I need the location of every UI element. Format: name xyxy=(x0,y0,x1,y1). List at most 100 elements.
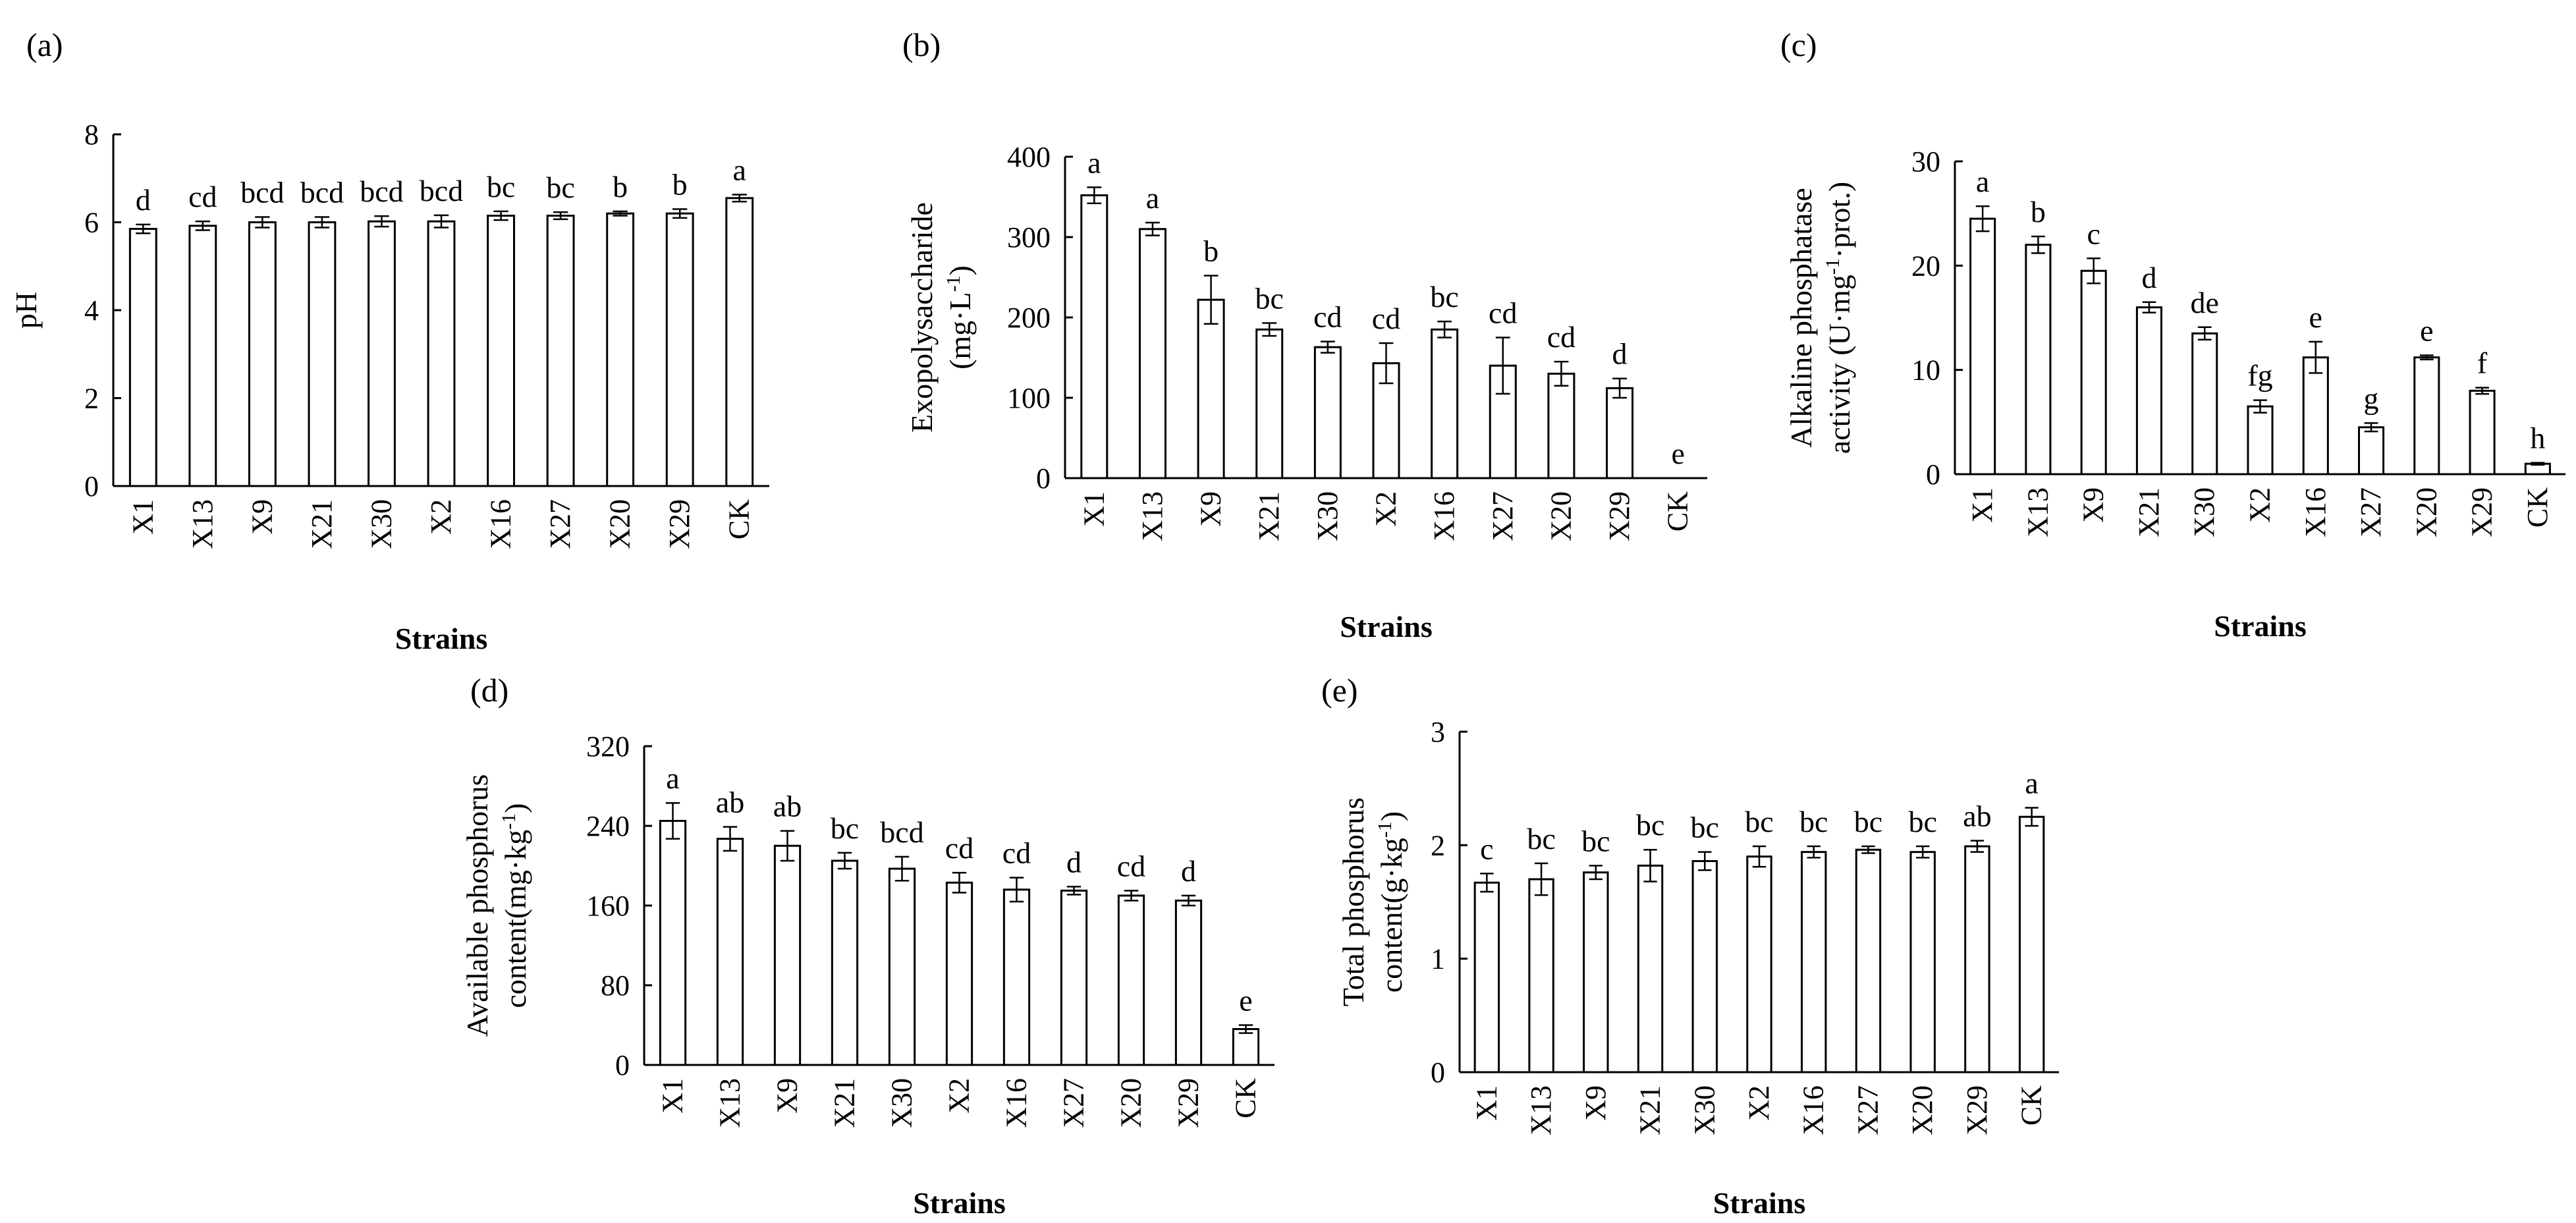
significance-letter: cd xyxy=(1372,302,1400,335)
y-axis-title-line2: content(mg·kg-1) xyxy=(498,803,532,1008)
x-tick-label: X27 xyxy=(1851,1085,1884,1135)
error-bar xyxy=(1145,221,1160,236)
bar-X16 xyxy=(2302,356,2329,476)
bar-X20 xyxy=(2413,356,2440,476)
error-bar xyxy=(1087,186,1102,205)
bar-X16 xyxy=(1801,851,1827,1074)
x-tick-label: X13 xyxy=(1525,1085,1557,1135)
error-bar xyxy=(195,220,210,231)
error-bar xyxy=(1970,840,1985,853)
x-axis-title: Strains xyxy=(1713,1186,1806,1220)
error-bar xyxy=(1698,851,1712,871)
x-tick-label: X16 xyxy=(485,499,517,549)
significance-letter: bc xyxy=(487,170,515,204)
y-tick-label: 20 xyxy=(1911,250,1940,282)
y-axis-title-line2: content(g·kg-1) xyxy=(1374,811,1408,992)
bar-X21 xyxy=(1255,328,1284,479)
significance-letter: a xyxy=(1976,165,1989,198)
x-tick-label: X1 xyxy=(1966,487,1998,523)
error-bar xyxy=(1752,845,1767,868)
error-bar xyxy=(1480,873,1494,893)
x-tick-label: CK xyxy=(1662,491,1694,531)
error-bar xyxy=(2025,807,2039,827)
significance-letter: cd xyxy=(1002,836,1031,870)
error-bar xyxy=(374,215,389,228)
significance-letter: b xyxy=(613,170,628,204)
significance-letter: d xyxy=(1612,337,1628,371)
error-bar xyxy=(780,830,795,862)
y-tick-label: 30 xyxy=(1911,146,1940,178)
y-axis-title-line1: Total phosphorus xyxy=(1336,798,1370,1007)
significance-letter: cd xyxy=(1489,296,1517,330)
significance-letter: bc xyxy=(1255,282,1284,315)
bar-CK xyxy=(1232,1028,1260,1066)
error-bar xyxy=(613,210,628,217)
bar-X29 xyxy=(1174,899,1203,1066)
significance-letter: bc xyxy=(1799,805,1828,838)
x-tick-label: X9 xyxy=(246,499,278,535)
bar-CK xyxy=(2018,815,2045,1074)
bar-X20 xyxy=(1909,851,1936,1074)
error-bar xyxy=(2197,326,2212,340)
chart-panel-c: (c) 0 10 20 30 a X1 b X13 c X9 d X21 de X30 fg X2 e X16 g X2… xyxy=(1780,26,2565,643)
x-axis-title: Strains xyxy=(2214,609,2307,643)
error-bar xyxy=(2142,301,2156,313)
bar-X1 xyxy=(1969,217,1996,476)
y-tick-label: 6 xyxy=(84,207,99,239)
significance-letter: cd xyxy=(1547,320,1576,354)
x-tick-label: X1 xyxy=(1078,491,1110,527)
x-tick-label: X27 xyxy=(2355,487,2387,537)
significance-letter: bc xyxy=(1745,805,1773,838)
x-tick-label: X21 xyxy=(1634,1085,1666,1135)
y-tick-label: 200 xyxy=(1007,302,1051,334)
error-bar xyxy=(493,210,508,221)
x-tick-label: X16 xyxy=(2299,487,2332,537)
error-bar xyxy=(1554,360,1569,387)
bar-X9 xyxy=(773,844,802,1066)
error-bar xyxy=(2475,387,2489,395)
error-bar xyxy=(1643,848,1657,883)
error-bar xyxy=(1612,377,1627,399)
x-tick-label: X13 xyxy=(2021,487,2054,537)
y-tick-label: 10 xyxy=(1911,354,1940,387)
x-tick-label: CK xyxy=(1230,1078,1262,1118)
x-tick-label: X20 xyxy=(1545,491,1577,541)
error-bar xyxy=(1534,862,1548,896)
error-bar xyxy=(433,214,449,229)
x-tick-label: X9 xyxy=(771,1078,804,1114)
significance-letter: e xyxy=(1239,984,1252,1018)
x-tick-label: CK xyxy=(2015,1085,2048,1126)
panel-label: (e) xyxy=(1321,672,1358,709)
bar-X29 xyxy=(665,212,694,487)
significance-letter: g xyxy=(2364,381,2379,415)
bar-X2 xyxy=(427,220,456,487)
bar-X13 xyxy=(716,838,744,1066)
x-tick-label: X27 xyxy=(544,499,576,549)
significance-letter: ab xyxy=(773,790,802,823)
error-bar xyxy=(1495,337,1510,395)
y-axis-title-line1: Alkaline phosphatase xyxy=(1784,188,1818,448)
significance-letter: d xyxy=(136,183,151,217)
x-tick-label: X2 xyxy=(943,1078,975,1114)
bar-X2 xyxy=(1746,856,1772,1074)
significance-letter: a xyxy=(733,153,746,186)
significance-letter: e xyxy=(2309,300,2322,334)
significance-letter: h xyxy=(2530,421,2545,455)
significance-letter: d xyxy=(2141,261,2156,294)
significance-letter: bc xyxy=(1854,805,1882,838)
x-tick-label: CK xyxy=(2521,487,2554,528)
x-tick-label: X9 xyxy=(1579,1085,1612,1121)
significance-letter: a xyxy=(666,761,679,795)
y-tick-label: 0 xyxy=(1036,462,1051,495)
bar-X16 xyxy=(1431,328,1459,479)
bar-X13 xyxy=(1528,878,1554,1074)
bar-X13 xyxy=(2025,244,2052,476)
error-bar xyxy=(672,208,688,219)
bar-X2 xyxy=(945,881,973,1066)
x-tick-label: X20 xyxy=(604,499,636,549)
bar-X29 xyxy=(1964,845,1990,1074)
error-bar xyxy=(1320,340,1335,354)
significance-letter: a xyxy=(1146,181,1159,215)
y-tick-label: 160 xyxy=(586,890,630,922)
y-tick-label: 300 xyxy=(1007,221,1051,254)
